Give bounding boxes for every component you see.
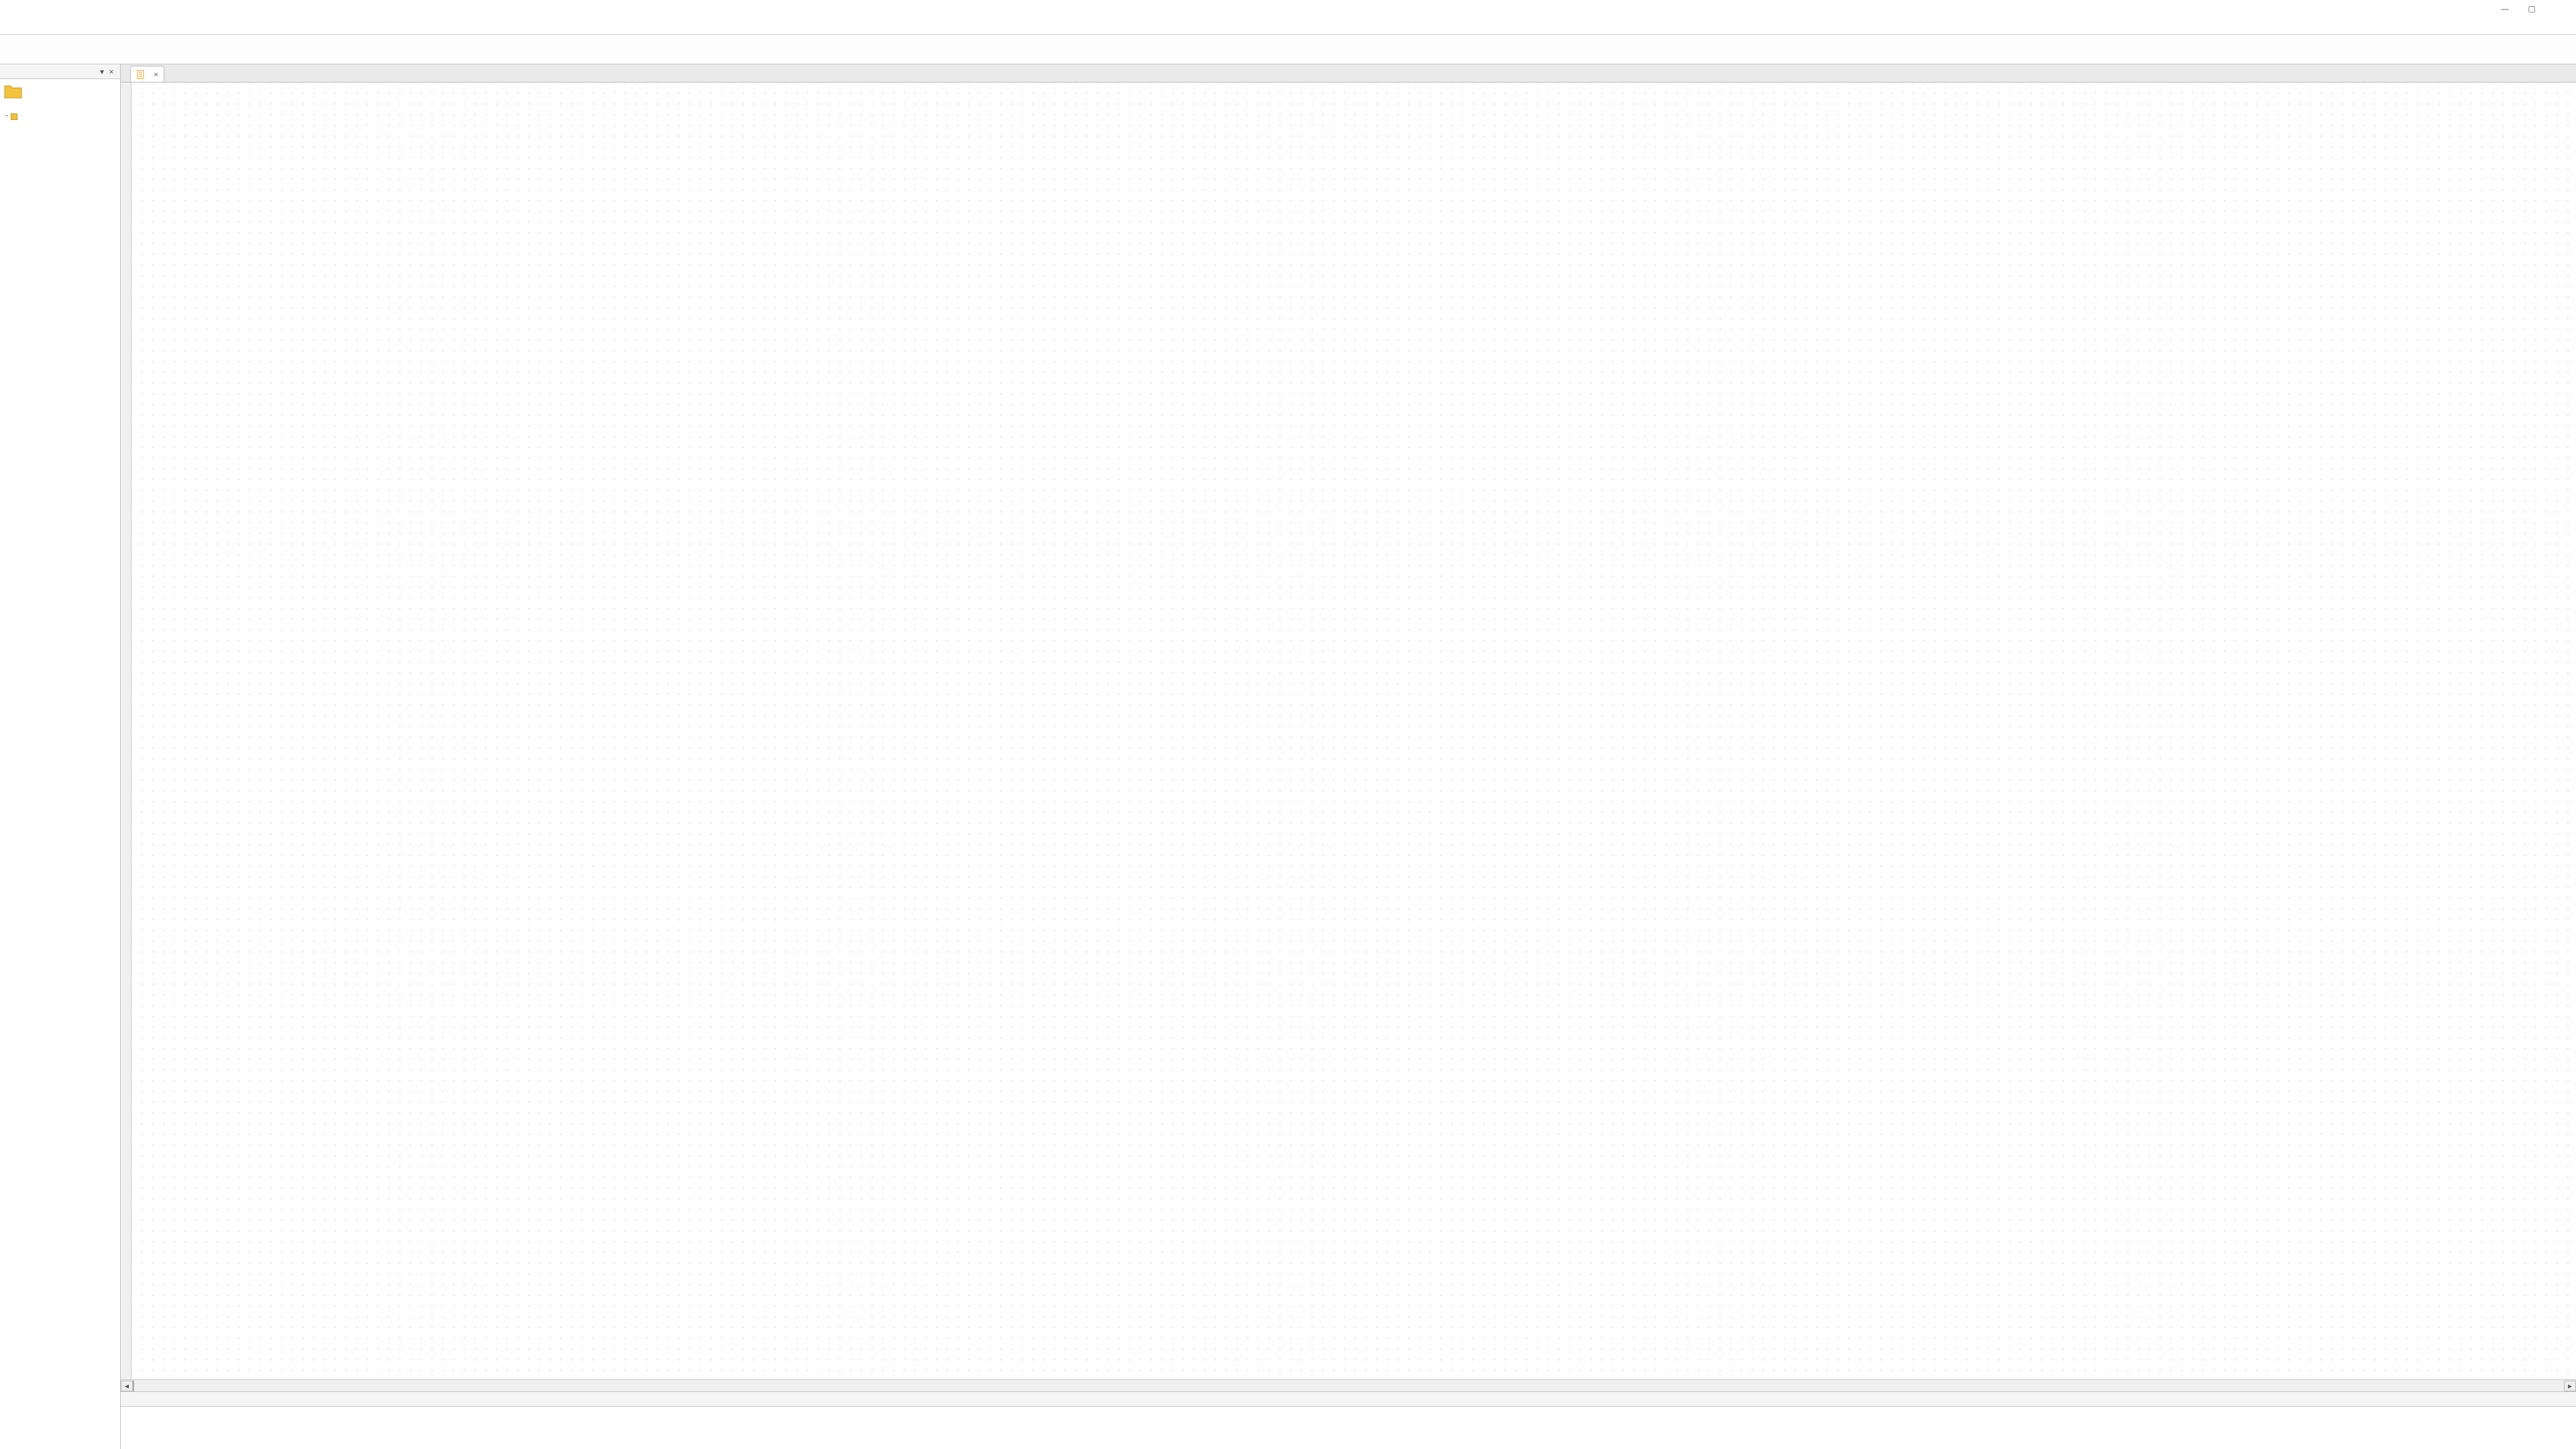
message-panel <box>121 1391 2576 1449</box>
tree-root[interactable]: - <box>0 108 120 123</box>
panel-pin-icon[interactable]: ▾ <box>97 67 107 76</box>
scrollbar-thumb[interactable] <box>133 1381 134 1391</box>
close-button[interactable] <box>2545 1 2572 16</box>
document-tabs: × <box>121 64 2576 82</box>
toolbar <box>0 35 2576 64</box>
tab-close-icon[interactable]: × <box>154 70 158 79</box>
panel-close-icon[interactable]: × <box>107 67 116 76</box>
vertical-ruler <box>121 83 131 1379</box>
project-panel: ▾ × - <box>0 64 121 1449</box>
menu-bar <box>0 17 2576 35</box>
scroll-right-icon[interactable]: ▸ <box>2564 1381 2576 1391</box>
scroll-left-icon[interactable]: ◂ <box>121 1381 133 1391</box>
schematic-area[interactable]: ◂ ▸ <box>121 82 2576 1391</box>
minimize-button[interactable]: — <box>2491 1 2518 16</box>
document-icon <box>136 70 146 79</box>
project-panel-header: ▾ × <box>0 64 120 79</box>
folder-icon <box>4 85 116 101</box>
maximize-button[interactable]: ▢ <box>2518 1 2545 16</box>
tab-document[interactable]: × <box>130 66 164 82</box>
title-bar: — ▢ <box>0 0 2576 17</box>
horizontal-scrollbar[interactable]: ◂ ▸ <box>121 1379 2576 1391</box>
message-panel-body <box>121 1407 2576 1449</box>
